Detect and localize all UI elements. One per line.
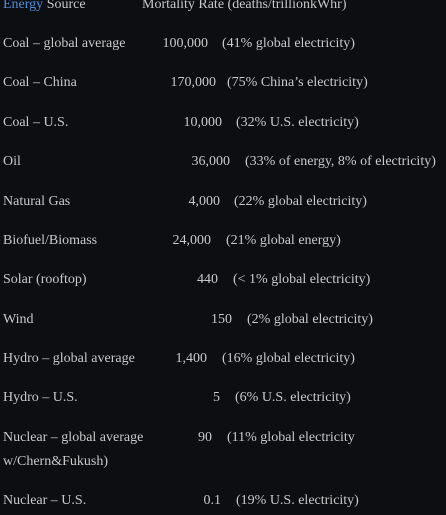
share-note: (21% global energy) — [226, 233, 341, 248]
energy-source-label: Coal – China — [3, 75, 77, 90]
energy-source-label: Oil — [3, 154, 21, 169]
energy-source-label: Nuclear – global average — [3, 430, 144, 445]
mortality-value: 10,000 — [183, 115, 223, 130]
energy-source-label: Hydro – global average — [3, 351, 135, 366]
energy-source-label: Natural Gas — [3, 194, 71, 209]
mortality-value: 1,400 — [175, 351, 208, 366]
table-row: Coal – China 170,000 (75% China’s electr… — [0, 75, 446, 95]
table-row: Biofuel/Biomass 24,000 (21% global energ… — [0, 233, 446, 253]
energy-source-label: Wind — [3, 312, 34, 327]
mortality-column-header: Mortality Rate (deaths/trillionkWhr) — [142, 0, 347, 12]
share-note: (22% global electricity) — [234, 194, 367, 209]
share-note: (< 1% global electricity) — [233, 272, 371, 287]
share-note: (11% global electricity — [227, 430, 355, 445]
mortality-value: 5 — [213, 390, 220, 405]
energy-source-label-continued: w/Chern&Fukush) — [3, 454, 108, 469]
table-row: Nuclear – global average w/Chern&Fukush)… — [0, 430, 446, 474]
share-note: (32% U.S. electricity) — [236, 115, 359, 130]
mortality-value: 90 — [198, 430, 212, 445]
mortality-value: 0.1 — [203, 493, 222, 508]
energy-link[interactable]: Energy — [3, 0, 44, 12]
share-note: (41% global electricity) — [222, 36, 355, 51]
energy-source-label: Nuclear – U.S. — [3, 493, 87, 508]
share-note: (6% U.S. electricity) — [235, 390, 351, 405]
table-row: Hydro – global average 1,400 (16% global… — [0, 351, 446, 371]
table-row: Oil 36,000 (33% of energy, 8% of electri… — [0, 154, 446, 174]
table-row: Coal – global average 100,000 (41% globa… — [0, 36, 446, 56]
table-row: Coal – U.S. 10,000 (32% U.S. electricity… — [0, 115, 446, 135]
energy-source-label: Biofuel/Biomass — [3, 233, 98, 248]
share-note: (75% China’s electricity) — [227, 75, 368, 90]
share-note: (33% of energy, 8% of electricity) — [245, 154, 436, 169]
mortality-value: 170,000 — [170, 75, 217, 90]
share-note: (2% global electricity) — [247, 312, 373, 327]
energy-source-label: Hydro – U.S. — [3, 390, 78, 405]
energy-source-label: Coal – global average — [3, 36, 126, 51]
mortality-value: 440 — [197, 272, 218, 287]
energy-source-label: Solar (rooftop) — [3, 272, 87, 287]
source-column-header: Source — [43, 0, 86, 12]
table-row: Hydro – U.S. 5 (6% U.S. electricity) — [0, 390, 446, 410]
share-note: (16% global electricity) — [222, 351, 355, 366]
table-row: Wind 150 (2% global electricity) — [0, 312, 446, 332]
mortality-value: 150 — [211, 312, 232, 327]
mortality-value: 24,000 — [172, 233, 212, 248]
table-header: Energy Source Mortality Rate (deaths/tri… — [3, 0, 446, 17]
table-row: Nuclear – U.S. 0.1 (19% U.S. electricity… — [0, 493, 446, 513]
mortality-value: 36,000 — [191, 154, 231, 169]
mortality-value: 4,000 — [188, 194, 221, 209]
table-row: Solar (rooftop) 440 (< 1% global electri… — [0, 272, 446, 292]
mortality-value: 100,000 — [162, 36, 209, 51]
table-row: Natural Gas 4,000 (22% global electricit… — [0, 194, 446, 214]
share-note: (19% U.S. electricity) — [236, 493, 359, 508]
energy-source-label: Coal – U.S. — [3, 115, 69, 130]
